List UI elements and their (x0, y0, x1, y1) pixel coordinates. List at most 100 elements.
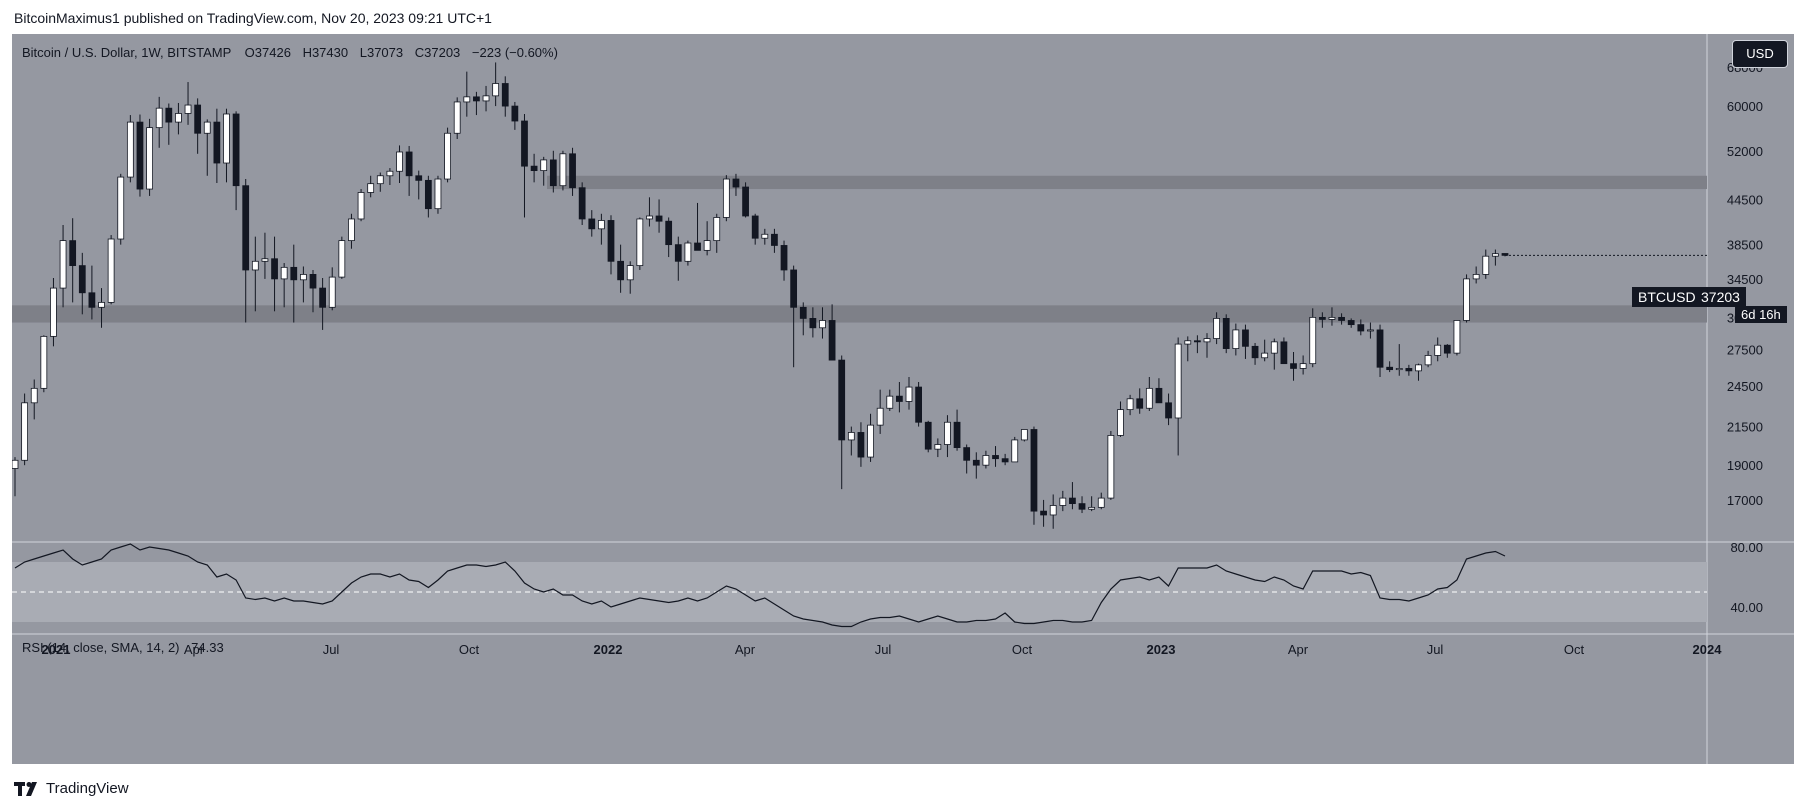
candle-down (1338, 316, 1345, 321)
chart-frame[interactable]: 1700019000215002450027500305003450038500… (12, 34, 1794, 764)
candle-down (1280, 341, 1288, 365)
candle-up (982, 455, 990, 466)
ticker-tag: BTCUSD (1632, 287, 1702, 307)
candle-down (1347, 320, 1355, 326)
candle-up (1020, 429, 1028, 441)
candle-down (1136, 398, 1144, 409)
candle-up (1059, 497, 1067, 506)
rsi-legend: RSI (14, close, SMA, 14, 2) 74.33 (22, 640, 224, 655)
candle-up (722, 178, 730, 218)
candle-down (617, 260, 624, 281)
candle-down (242, 185, 250, 271)
candle-up (98, 301, 105, 308)
rsi-tick-label: 80.00 (1730, 540, 1763, 555)
candle-down (694, 242, 701, 251)
high-value: 37430 (311, 45, 349, 60)
price-tick-label: 34500 (1727, 272, 1763, 287)
candle-up (684, 242, 692, 262)
time-tick-label: Apr (735, 642, 756, 657)
candle-up (40, 335, 48, 389)
candle-up (1126, 398, 1134, 411)
candle-down (290, 266, 298, 281)
open-label: O (244, 45, 255, 60)
candle-down (473, 96, 480, 102)
candle-up (1299, 363, 1307, 369)
price-tick-label: 19000 (1727, 458, 1763, 473)
candle-down (1443, 344, 1451, 354)
candle-down (607, 220, 615, 262)
rsi-value: 74.33 (191, 640, 224, 655)
candle-up (559, 153, 567, 187)
candle-up (1011, 439, 1019, 463)
candle-up (1049, 505, 1057, 516)
candle-up (1145, 387, 1153, 409)
candle-up (386, 170, 394, 177)
candle-up (184, 104, 192, 114)
candle-up (376, 175, 384, 185)
candle-up (1434, 344, 1442, 356)
candle-up (30, 387, 38, 404)
candle-up (646, 215, 653, 220)
candle-up (357, 192, 365, 220)
candle-up (1107, 435, 1115, 499)
candle-up (50, 287, 57, 337)
candle-down (194, 104, 202, 134)
candle-down (963, 447, 971, 461)
tradingview-logo-icon (14, 781, 37, 796)
price-tick-label: 60000 (1727, 99, 1763, 114)
candle-up (338, 240, 346, 278)
last-price-tag: 37203 (1695, 287, 1746, 307)
candle-down (1165, 402, 1172, 419)
time-tick-label: Oct (459, 642, 480, 657)
candle-down (1194, 340, 1201, 343)
candle-down (1376, 329, 1384, 368)
candle-up (1424, 355, 1432, 366)
horizontal-zone-1 (12, 305, 1707, 323)
change-value: −223 (−0.60%) (471, 45, 558, 60)
price-tick-label: 44500 (1727, 192, 1763, 207)
currency-button[interactable]: USD (1732, 40, 1788, 68)
candle-down (1318, 316, 1326, 320)
candle-up (1395, 368, 1403, 371)
candle-down (424, 179, 432, 210)
candle-up (713, 217, 721, 242)
candle-up (1463, 278, 1470, 321)
candle-up (1328, 316, 1336, 320)
tradingview-logo[interactable]: TradingView (14, 780, 129, 797)
price-tick-label: 24500 (1727, 379, 1763, 394)
candle-down (953, 421, 961, 449)
time-tick-label: Jul (1427, 642, 1444, 657)
candle-down (828, 320, 836, 361)
close-label: C (414, 45, 425, 60)
candle-down (732, 178, 740, 188)
candle-up (819, 320, 826, 329)
time-tick-label: Jul (875, 642, 892, 657)
rsi-line (14, 543, 1506, 628)
candle-up (444, 132, 451, 180)
candle-up (1492, 253, 1499, 257)
candle-up (703, 240, 711, 251)
candle-up (482, 95, 490, 102)
candle-down (309, 274, 317, 289)
price-tick-label: 38500 (1727, 238, 1763, 253)
high-label: H (302, 45, 312, 60)
candle-down (1069, 497, 1076, 505)
candle-up (492, 83, 500, 97)
candle-up (463, 96, 471, 103)
candle-up (1415, 364, 1422, 372)
bar-countdown: 6d 16h (1735, 306, 1787, 323)
horizontal-zone-2 (547, 175, 1707, 190)
candle-up (1088, 506, 1096, 510)
candle-down (588, 218, 596, 230)
close-value: 37203 (424, 45, 461, 60)
symbol-label: Bitcoin / U.S. Dollar, 1W, BITSTAMP (22, 45, 232, 60)
candle-up (328, 276, 336, 308)
candle-down (232, 113, 240, 187)
time-tick-label: Apr (184, 642, 205, 657)
candle-up (867, 424, 874, 458)
candle-down (809, 318, 817, 329)
candle-up (1472, 274, 1480, 280)
candle-up (636, 218, 644, 267)
candle-up (300, 274, 307, 281)
price-chart[interactable]: 1700019000215002450027500305003450038500… (12, 34, 1794, 764)
